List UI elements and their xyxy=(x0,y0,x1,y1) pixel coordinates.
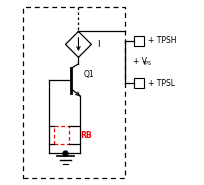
Text: I: I xyxy=(96,40,99,49)
Text: + TPSH: + TPSH xyxy=(147,36,175,45)
Text: + TPSL: + TPSL xyxy=(147,79,174,88)
Text: TPS: TPS xyxy=(142,61,151,66)
Text: + V: + V xyxy=(132,58,146,66)
Text: Q1: Q1 xyxy=(84,70,94,78)
Text: RB: RB xyxy=(80,131,91,139)
